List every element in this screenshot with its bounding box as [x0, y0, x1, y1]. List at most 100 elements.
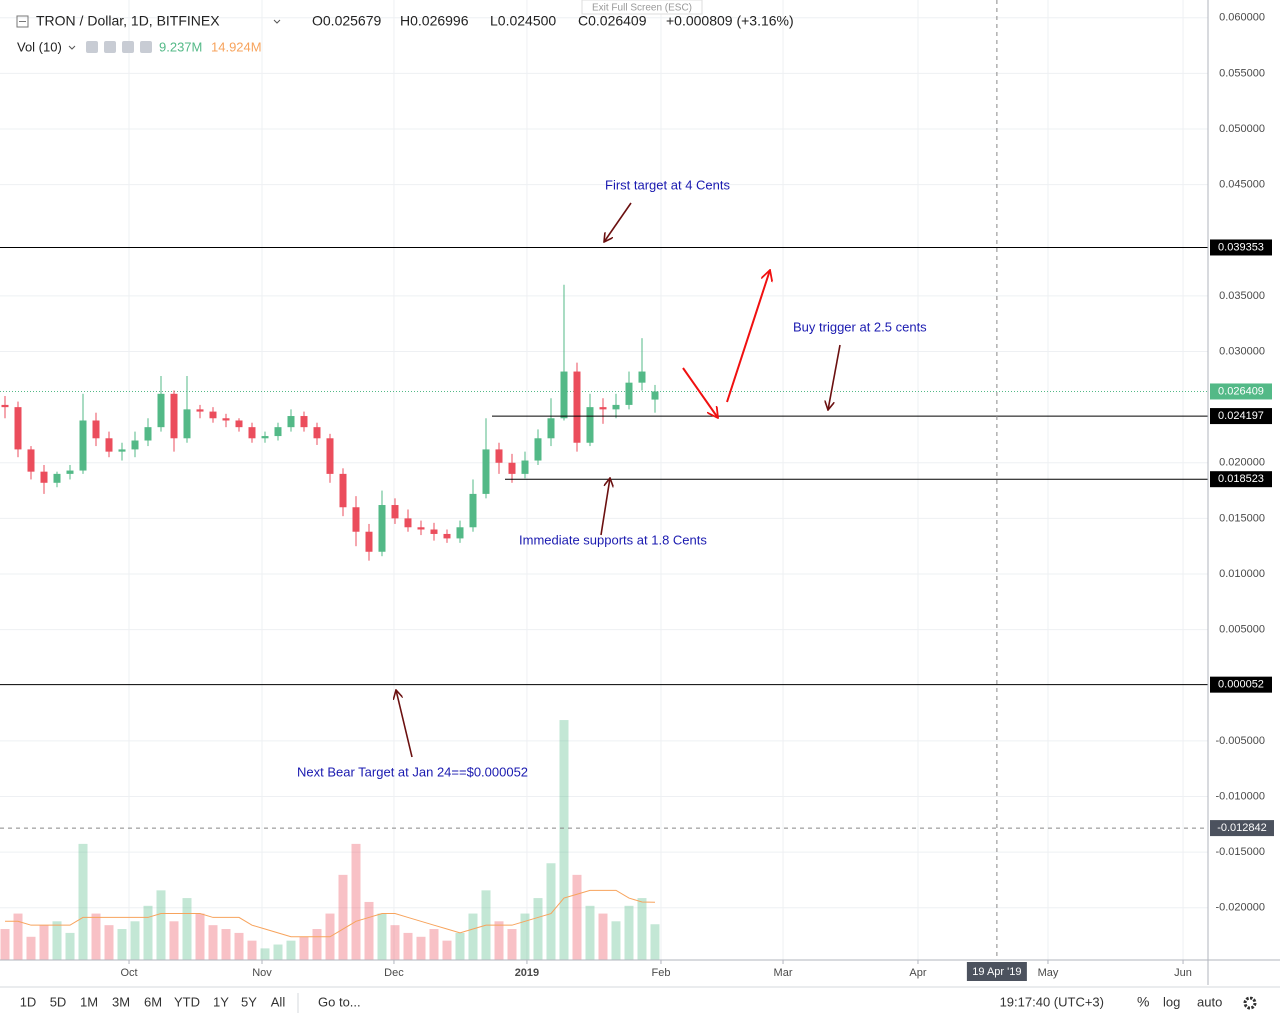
candle-body — [27, 449, 35, 472]
settings-icon[interactable] — [1243, 996, 1257, 1010]
volume-bar — [364, 901, 374, 960]
candle-body — [365, 531, 373, 552]
candle-body — [638, 371, 646, 383]
annotation: Buy trigger at 2.5 cents — [793, 319, 927, 334]
range-button[interactable]: All — [271, 994, 286, 1009]
exit-fullscreen-bg[interactable] — [581, 0, 703, 15]
volume-bar — [52, 921, 62, 960]
log-toggle[interactable]: log — [1163, 994, 1180, 1009]
goto-button[interactable]: Go to... — [318, 994, 361, 1009]
volume-bar — [143, 905, 153, 960]
volume-bar — [117, 929, 127, 960]
range-button[interactable]: 1M — [80, 994, 98, 1009]
candle-body — [326, 438, 334, 474]
candle-body — [430, 529, 438, 534]
volume-bar — [247, 940, 257, 960]
symbol-title[interactable]: TRON / Dollar, 1D, BITFINEX — [36, 13, 220, 29]
x-tick-label: Jun — [1174, 967, 1192, 979]
auto-toggle[interactable]: auto — [1197, 994, 1222, 1009]
volume-bar — [546, 863, 556, 960]
candle-body — [482, 449, 490, 494]
y-tick-label: 0.050000 — [1219, 123, 1265, 135]
range-button[interactable]: 1Y — [213, 994, 229, 1009]
ohlc-open: O0.025679 — [312, 13, 381, 29]
percent-toggle[interactable]: % — [1137, 994, 1149, 1010]
range-button[interactable]: 3M — [112, 994, 130, 1009]
crosshair-y-label: -0.012842 — [1217, 822, 1267, 834]
volume-bar — [208, 925, 218, 960]
x-tick-label: Mar — [774, 967, 793, 979]
icon-settings[interactable] — [104, 41, 116, 53]
icon-more[interactable] — [122, 41, 134, 53]
range-button[interactable]: 6M — [144, 994, 162, 1009]
volume-bar — [585, 905, 595, 960]
volume-bar — [377, 913, 387, 960]
candle-body — [378, 505, 386, 552]
candle-body — [391, 505, 399, 519]
candle-body — [586, 407, 594, 443]
volume-bar — [442, 940, 452, 960]
candle-body — [274, 427, 282, 437]
candle-body — [209, 411, 217, 419]
candle-body — [118, 449, 126, 452]
last-price-label: 0.026409 — [1218, 385, 1264, 397]
volume-bar — [429, 929, 439, 960]
icon-visibility[interactable] — [86, 41, 98, 53]
range-button[interactable]: 5D — [50, 994, 67, 1009]
volume-bar — [572, 874, 582, 960]
volume-bar — [455, 932, 465, 960]
volume-label[interactable]: Vol (10) — [17, 39, 62, 54]
volume-bar — [273, 944, 283, 960]
candle-body — [352, 507, 360, 532]
candle-body — [40, 471, 48, 483]
price-line-tag — [1210, 239, 1272, 256]
x-tick-label: Feb — [651, 967, 670, 979]
candle-body — [248, 427, 256, 439]
y-tick-label: 0.060000 — [1219, 12, 1265, 24]
candle-body — [560, 371, 568, 419]
volume-bar — [65, 932, 75, 960]
arrow — [726, 270, 770, 403]
volume-bar — [403, 932, 413, 960]
icon-remove[interactable] — [140, 41, 152, 53]
volume-bar — [104, 925, 114, 960]
volume-bar — [611, 921, 621, 960]
range-button[interactable]: 5Y — [241, 994, 257, 1009]
volume-bar — [312, 929, 322, 960]
candle-body — [144, 427, 152, 441]
candle-body — [417, 527, 425, 530]
candle-body — [14, 407, 22, 450]
volume-bar — [156, 890, 166, 960]
exit-fullscreen[interactable]: Exit Full Screen (ESC) — [592, 3, 692, 14]
y-tick-label: 0.055000 — [1219, 67, 1265, 79]
price-line-tag — [1210, 408, 1272, 425]
volume-dropdown[interactable] — [68, 45, 76, 50]
range-button[interactable]: YTD — [174, 994, 200, 1009]
candle-body — [105, 438, 113, 452]
arrow — [682, 367, 718, 418]
x-tick-label: Oct — [120, 967, 137, 979]
symbol-dropdown[interactable] — [273, 19, 281, 24]
annotation: Next Bear Target at Jan 24==$0.000052 — [297, 764, 528, 779]
candle-body — [196, 409, 204, 412]
volume-bar — [182, 898, 192, 960]
y-tick-label: 0.015000 — [1219, 512, 1265, 524]
volume-bar — [390, 925, 400, 960]
volume-bar — [533, 898, 543, 960]
volume-bar — [39, 925, 49, 960]
candle-body — [469, 493, 477, 528]
ohlc-close: C0.026409 — [578, 13, 647, 29]
candle-body — [92, 420, 100, 439]
candle-body — [495, 449, 503, 463]
volume-bar — [195, 913, 205, 960]
volume-bar — [260, 948, 270, 960]
volume-bar — [0, 929, 10, 960]
price-line-label: 0.000052 — [1218, 679, 1264, 691]
candle-body — [170, 393, 178, 439]
clock[interactable]: 19:17:40 (UTC+3) — [1000, 994, 1104, 1009]
candle-body — [547, 418, 555, 439]
collapse-icon[interactable] — [16, 15, 29, 28]
candle-body — [235, 420, 243, 428]
range-button[interactable]: 1D — [20, 994, 37, 1009]
candle-body — [300, 416, 308, 428]
